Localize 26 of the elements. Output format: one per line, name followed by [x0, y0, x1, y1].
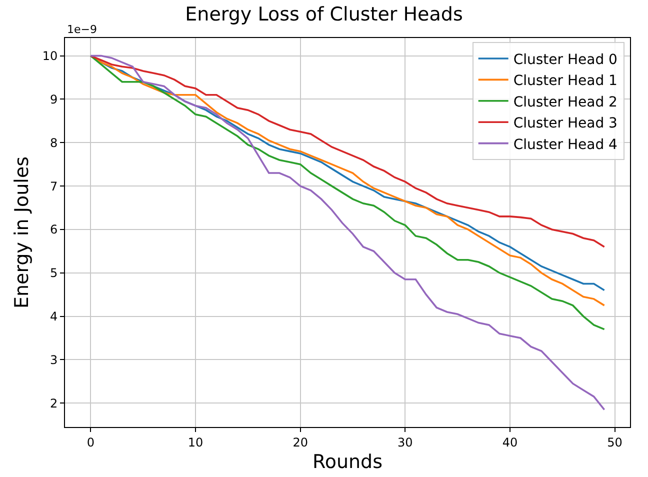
legend-label: Cluster Head 0 — [513, 52, 618, 68]
x-tick-label: 40 — [502, 435, 518, 450]
x-tick-label: 30 — [398, 435, 413, 450]
legend-label: Cluster Head 2 — [513, 94, 618, 110]
x-axis-title: Rounds — [312, 451, 383, 474]
x-tick-label: 0 — [86, 435, 94, 450]
chart-title: Energy Loss of Cluster Heads — [185, 3, 463, 26]
x-tick-label: 50 — [607, 435, 622, 450]
y-tick-label: 10 — [42, 49, 58, 63]
y-tick-label: 4 — [50, 309, 58, 324]
y-tick-label: 5 — [50, 266, 58, 280]
line-series — [90, 54, 606, 411]
y-tick-label: 8 — [50, 136, 58, 150]
y-tick-label: 2 — [50, 396, 58, 410]
text: 1e−9 — [67, 23, 97, 36]
x-tick-label: 20 — [292, 435, 308, 450]
x-tick-label: 10 — [188, 435, 204, 450]
y-tick-label: 9 — [50, 92, 58, 106]
legend-label: Cluster Head 1 — [513, 73, 618, 90]
y-tick-label: 6 — [50, 222, 58, 237]
line-series — [90, 54, 606, 248]
legend-label: Cluster Head 4 — [513, 136, 618, 153]
y-tick-label: 7 — [50, 179, 58, 194]
y-axis-title: Energy in Joules — [11, 156, 34, 309]
y-tick-label: 3 — [50, 352, 58, 367]
legend-label: Cluster Head 3 — [513, 116, 618, 132]
